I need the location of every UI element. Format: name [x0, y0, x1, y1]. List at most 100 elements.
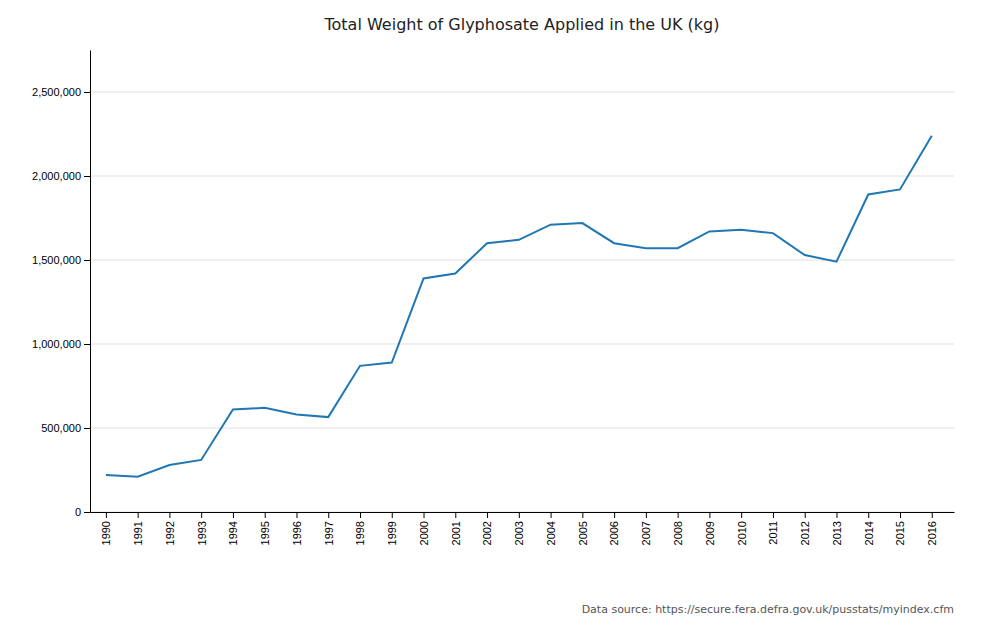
y-tick-mark	[84, 260, 90, 261]
x-tick-mark	[519, 512, 520, 518]
x-tick: 2014	[863, 512, 875, 545]
x-tick-label: 1992	[164, 521, 176, 545]
grid-line	[90, 176, 954, 177]
y-axis: 0 500,000 1,000,000 1,500,000 2,000,000 2,500…	[32, 51, 90, 519]
title: Total Weight of Glyphosate Applied in th…	[324, 15, 720, 34]
x-tick: 2004	[545, 512, 557, 545]
x-tick-label: 2005	[577, 521, 589, 545]
x-tick: 1992	[164, 512, 176, 545]
x-tick-mark	[424, 512, 425, 518]
x-tick-mark	[646, 512, 647, 518]
x-tick: 2005	[577, 512, 589, 545]
y-tick-label: 0	[75, 506, 81, 518]
grid-line	[90, 344, 954, 345]
x-tick-label: 2009	[704, 521, 716, 545]
x-tick: 2002	[481, 512, 493, 545]
x-tick-label: 2012	[799, 521, 811, 545]
y-axis-line	[90, 51, 91, 513]
x-tick-label: 1998	[354, 521, 366, 545]
y-tick: 0	[75, 506, 90, 518]
x-tick-mark	[138, 512, 139, 518]
x-tick-label: 2006	[608, 521, 620, 545]
x-tick-label: 2002	[481, 521, 493, 545]
x-tick-mark	[296, 512, 297, 518]
x-tick: 2010	[736, 512, 748, 545]
y-tick-mark	[84, 344, 90, 345]
x-tick-mark	[614, 512, 615, 518]
x-tick: 2009	[704, 512, 716, 545]
x-tick-label: 2016	[926, 521, 938, 545]
x-tick-mark	[551, 512, 552, 518]
grid-line	[90, 92, 954, 93]
y-tick: 1,000,000	[32, 338, 90, 350]
x-tick-mark	[169, 512, 170, 518]
x-tick-mark	[106, 512, 107, 518]
x-tick-label: 1990	[100, 521, 112, 545]
chart: 1990199119921993199419951996199719981999…	[0, 0, 984, 627]
x-tick-mark	[773, 512, 774, 518]
x-tick: 2012	[799, 512, 811, 545]
x-tick: 2013	[831, 512, 843, 545]
x-tick: 2007	[640, 512, 652, 545]
x-tick: 2000	[418, 512, 430, 545]
x-tick: 2001	[450, 512, 462, 545]
x-tick-label: 1995	[259, 521, 271, 545]
x-tick-label: 1997	[323, 521, 335, 545]
x-tick-mark	[709, 512, 710, 518]
x-tick-label: 1999	[386, 521, 398, 545]
x-tick: 2015	[894, 512, 906, 545]
y-tick: 2,000,000	[32, 170, 90, 182]
x-tick: 2016	[926, 512, 938, 545]
x-tick: 2006	[608, 512, 620, 545]
y-tick: 500,000	[41, 422, 90, 434]
y-tick-mark	[84, 176, 90, 177]
x-tick-label: 2010	[736, 521, 748, 545]
x-tick-mark	[678, 512, 679, 518]
plot-area	[106, 136, 932, 477]
x-axis-line	[91, 512, 955, 513]
x-tick-label: 2007	[640, 521, 652, 545]
grid-line	[90, 428, 954, 429]
x-tick: 1996	[291, 512, 303, 545]
y-tick: 2,500,000	[32, 86, 90, 98]
y-tick: 1,500,000	[32, 254, 90, 266]
x-tick-label: 1991	[132, 521, 144, 545]
x-tick-mark	[233, 512, 234, 518]
x-tick-label: 2011	[767, 521, 779, 545]
x-tick: 1990	[100, 512, 112, 545]
y-tick-mark	[84, 428, 90, 429]
x-tick: 2008	[672, 512, 684, 545]
x-tick-mark	[932, 512, 933, 518]
x-tick-mark	[328, 512, 329, 518]
x-tick-label: 2015	[894, 521, 906, 545]
x-tick-mark	[900, 512, 901, 518]
x-axis: 1990199119921993199419951996199719981999…	[91, 512, 955, 545]
x-tick: 1998	[354, 512, 366, 545]
x-tick-mark	[741, 512, 742, 518]
x-tick: 2011	[767, 512, 779, 545]
x-tick-mark	[360, 512, 361, 518]
x-tick-label: 2008	[672, 521, 684, 545]
y-tick-mark	[84, 512, 90, 513]
x-tick: 1995	[259, 512, 271, 545]
y-tick-label: 2,500,000	[32, 86, 81, 98]
x-tick: 1993	[196, 512, 208, 545]
y-tick-label: 500,000	[41, 422, 81, 434]
x-tick-label: 1993	[196, 521, 208, 545]
y-tick-mark	[84, 92, 90, 93]
x-tick-mark	[805, 512, 806, 518]
x-tick-label: 1996	[291, 521, 303, 545]
x-tick-label: 2001	[450, 521, 462, 545]
x-tick-label: 2003	[513, 521, 525, 545]
y-tick-label: 1,500,000	[32, 254, 81, 266]
x-tick: 1991	[132, 512, 144, 545]
x-tick-mark	[836, 512, 837, 518]
y-tick-label: 2,000,000	[32, 170, 81, 182]
grid-line	[90, 512, 954, 513]
x-tick-label: 2014	[863, 521, 875, 545]
x-tick-mark	[868, 512, 869, 518]
data-line	[106, 136, 932, 477]
x-tick-mark	[455, 512, 456, 518]
x-tick-label: 2004	[545, 521, 557, 545]
x-tick-mark	[201, 512, 202, 518]
